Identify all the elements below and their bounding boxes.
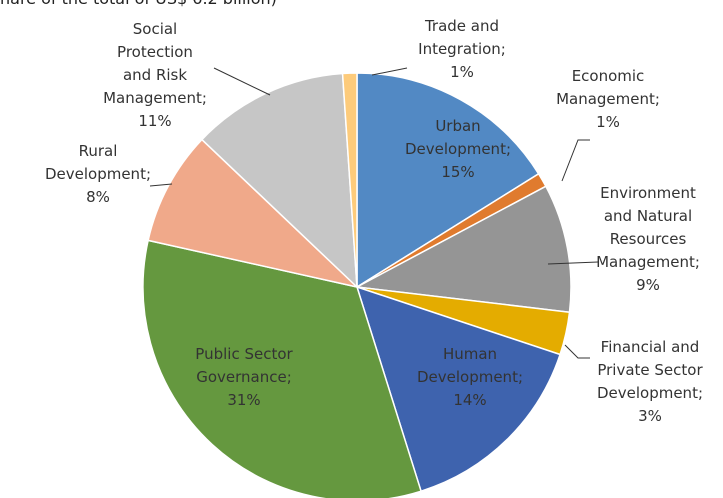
label-value: 15% [441,163,475,181]
leader-line [213,67,271,96]
label-name: Social Protection and Risk Management; [103,20,207,107]
data-label: Human Development; 14% [410,343,530,412]
data-label: Urban Development; 15% [403,115,513,184]
label-value: 14% [453,391,487,409]
data-label: Social Protection and Risk Management; 11… [103,18,208,133]
label-name: Human Development; [416,345,524,386]
label-value: 31% [227,391,261,409]
pie-slice [341,72,358,288]
label-value: 11% [138,112,172,130]
leader-line [371,67,408,76]
data-label: Financial and Private Sector Development… [588,336,713,428]
label-name: Rural Development; [44,142,152,183]
label-value: 3% [638,407,662,425]
pie-slice [355,285,562,493]
label-name: Environment and Natural Resources Manage… [596,184,700,271]
chart-subtitle: hare of the total of US$ 6.2 billion) [0,0,277,8]
data-label: Public Sector Governance; 31% [179,343,309,412]
label-value: 9% [636,276,660,294]
leader-line [547,261,599,265]
leader-line [149,183,173,187]
data-label: Economic Management; 1% [553,65,663,134]
pie-slice [354,185,572,314]
label-name: Trade and Integration; [418,17,506,58]
leader-line [564,344,590,359]
data-label: Rural Development; 8% [43,140,153,209]
data-label: Trade and Integration; 1% [407,15,517,84]
label-value: 1% [450,63,474,81]
pie-slice [147,138,360,289]
label-name: Public Sector Governance; [195,345,293,386]
pie-slice [142,239,423,498]
label-name: Urban Development; [404,117,512,158]
label-value: 1% [596,113,620,131]
data-label: Environment and Natural Resources Manage… [593,182,703,297]
label-value: 8% [86,188,110,206]
label-name: Financial and Private Sector Development… [596,338,704,402]
label-name: Economic Management; [556,67,660,108]
leader-line [561,139,590,182]
